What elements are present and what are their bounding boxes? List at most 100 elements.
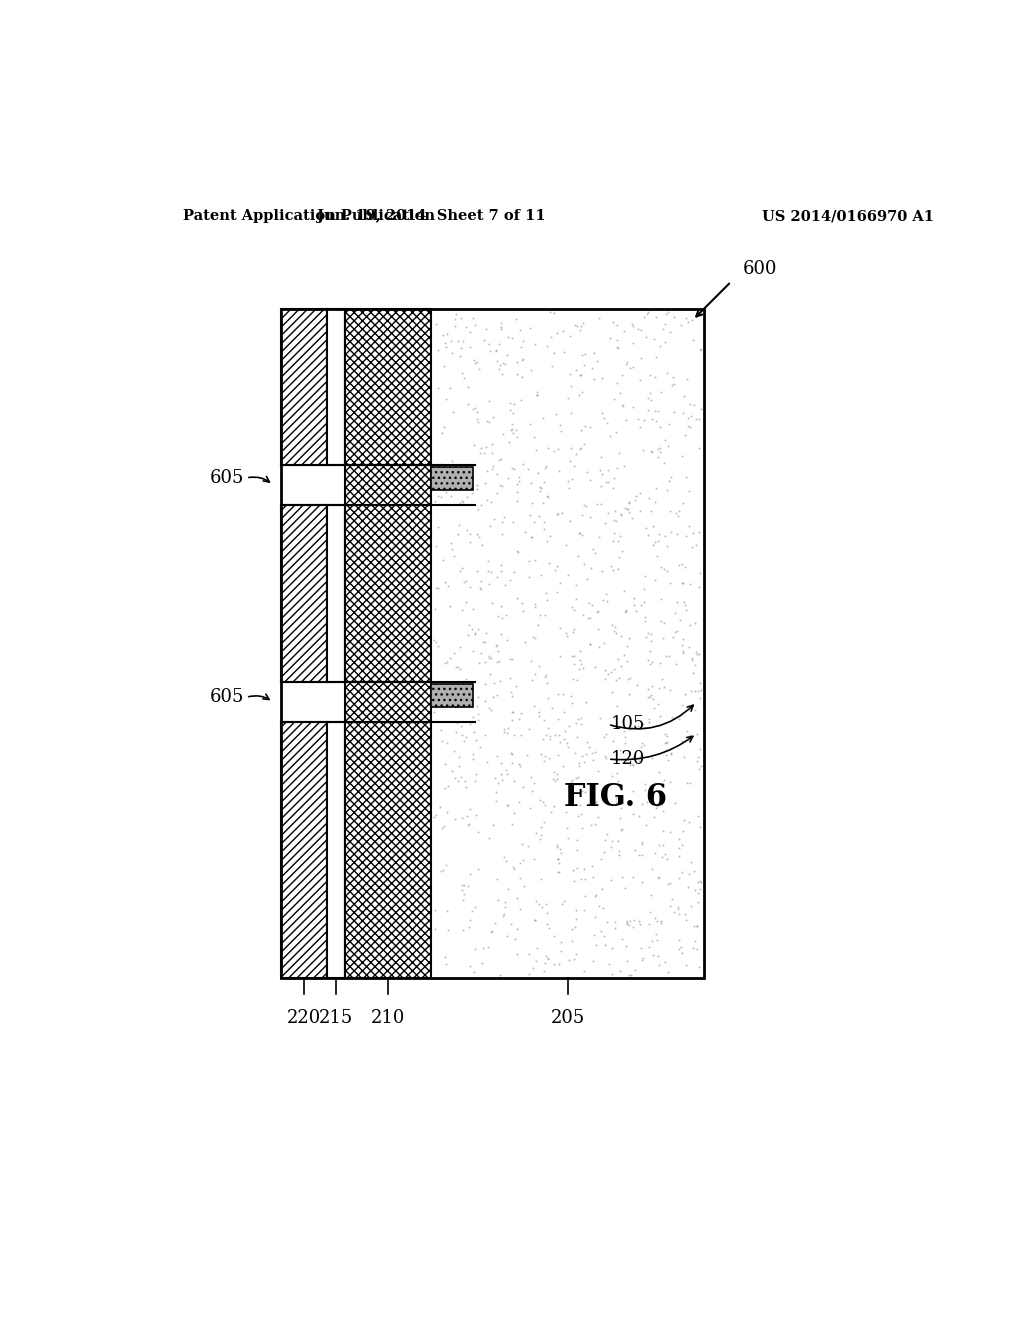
Point [662,821,678,842]
Bar [281,722,327,978]
Point [680,863,696,884]
Point [692,870,709,891]
Point [609,337,626,358]
Point [514,453,530,474]
Point [667,792,683,813]
Point [440,677,457,698]
Point [683,895,699,916]
Point [644,747,660,768]
Point [686,861,702,882]
Point [648,924,665,945]
Point [650,438,667,459]
Point [667,622,683,643]
Point [632,913,648,935]
Point [680,408,696,429]
Bar [327,506,345,682]
Point [687,612,703,634]
Point [689,916,706,937]
Point [469,474,485,495]
Point [552,645,568,667]
Point [622,627,638,648]
Point [639,524,655,545]
Point [449,682,465,704]
Point [489,463,506,484]
Point [646,807,663,828]
Point [675,628,691,649]
Point [489,869,506,890]
Point [467,623,483,644]
Point [654,318,671,339]
Point [541,917,557,939]
Point [675,640,691,661]
Point [465,308,481,329]
Point [473,437,489,458]
Point [681,573,697,594]
Point [550,709,566,730]
Bar [431,467,473,490]
Point [501,432,517,453]
Point [664,521,680,543]
Point [684,523,700,544]
Point [539,903,555,924]
Point [562,450,579,471]
Point [688,408,705,429]
Point [480,828,497,849]
Point [657,313,674,334]
Point [562,438,579,459]
Point [568,589,585,610]
Point [577,553,593,574]
Point [602,554,618,576]
Point [637,718,653,739]
Point [443,450,460,471]
Point [537,457,553,478]
Point [471,652,487,673]
Point [662,573,678,594]
Point [477,623,494,644]
Point [496,903,512,924]
Point [625,397,641,418]
Point [487,341,504,362]
Point [563,693,580,714]
Point [460,376,476,397]
Point [505,725,521,746]
Point [439,900,456,921]
Point [658,744,675,766]
Point [658,733,675,754]
Point [468,560,484,581]
Point [571,795,588,816]
Point [618,599,635,620]
Bar [345,506,431,682]
Point [505,857,521,878]
Point [462,909,478,931]
Point [470,499,486,520]
Point [446,741,463,762]
Point [443,486,460,507]
Point [632,483,648,504]
Point [497,507,513,528]
Point [466,434,482,455]
Point [475,937,492,958]
Point [565,669,582,690]
Point [587,543,603,564]
Point [635,578,651,599]
Point [690,957,707,978]
Point [455,557,471,578]
Point [539,590,555,611]
Point [618,635,635,656]
Point [514,593,530,614]
Point [478,751,495,772]
Point [469,686,485,708]
Point [643,623,659,644]
Point [564,645,581,667]
Point [674,730,690,751]
Point [582,507,598,528]
Point [523,492,540,513]
Text: 205: 205 [551,1010,585,1027]
Point [587,907,603,928]
Point [487,912,504,933]
Point [584,358,600,379]
Point [446,315,463,337]
Point [573,804,590,825]
Point [476,329,493,350]
Point [559,626,575,647]
